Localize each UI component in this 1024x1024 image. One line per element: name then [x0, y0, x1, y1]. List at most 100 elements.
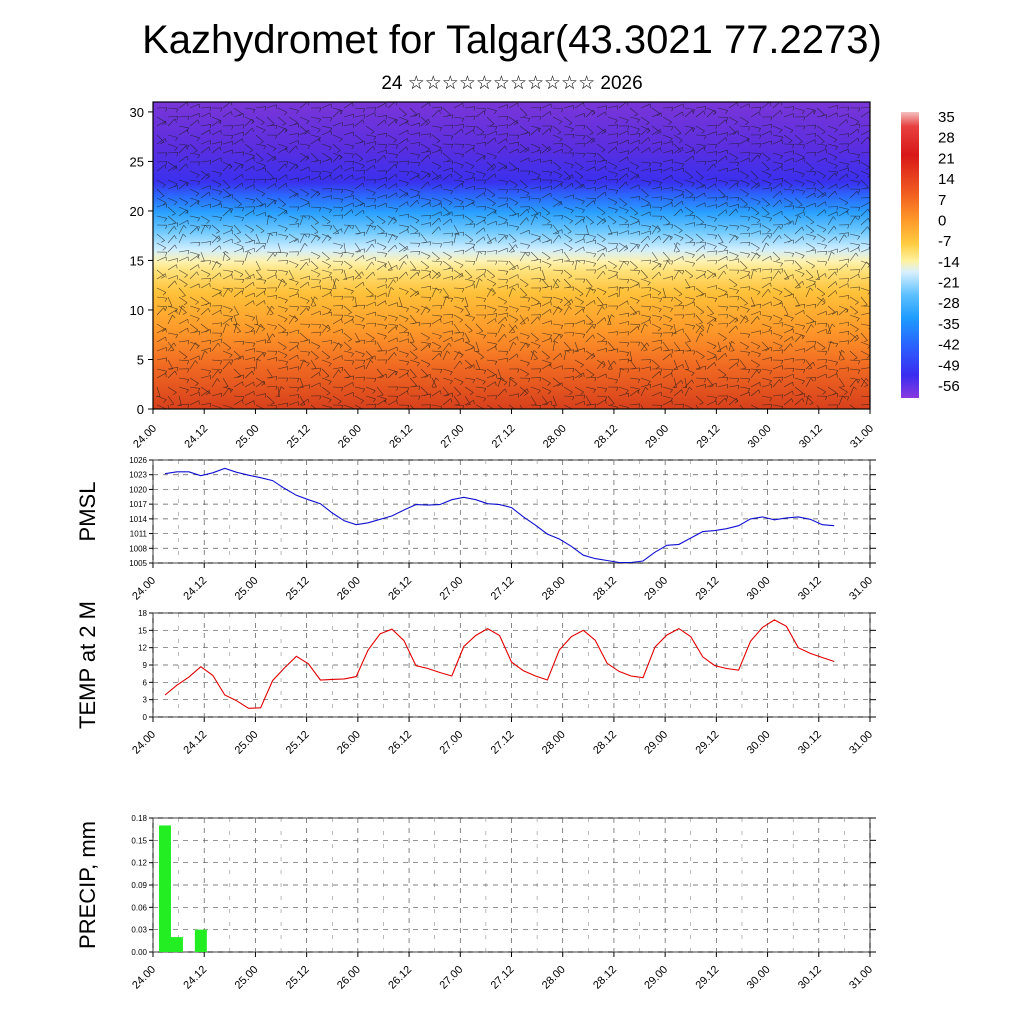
wind-barb — [717, 314, 728, 316]
wind-barb — [277, 331, 288, 334]
wind-barb-flag — [836, 206, 839, 211]
wind-barb — [695, 292, 706, 298]
wind-barb — [244, 269, 252, 279]
wind-barb-flag — [417, 270, 421, 275]
wind-barb — [442, 107, 451, 115]
wind-barb-flag — [633, 267, 638, 270]
wind-barb — [662, 314, 673, 320]
wind-barb — [211, 203, 222, 208]
wind-barb-flag — [451, 124, 454, 129]
wind-barb-flag — [439, 289, 443, 294]
wind-barb — [772, 349, 783, 352]
wind-barb-flag — [648, 226, 652, 231]
wind-barb — [409, 305, 420, 311]
wind-barb-flag — [825, 251, 828, 256]
wind-barb-flag — [369, 357, 374, 360]
wind-barb-flag — [759, 143, 762, 148]
wind-barb — [552, 278, 560, 288]
pmsl-x-tick-label: 29.00 — [642, 575, 670, 603]
wind-barb-flag — [613, 360, 617, 365]
wind-barb — [860, 161, 870, 168]
wind-barb-flag — [779, 129, 783, 133]
wind-barb-flag — [834, 271, 837, 276]
wind-barb — [409, 224, 419, 232]
wind-barb — [420, 116, 429, 124]
wind-barb — [827, 323, 832, 334]
wind-barb-flag — [814, 187, 817, 192]
wind-barb — [607, 141, 618, 145]
wind-barb-flag — [768, 289, 771, 293]
wind-barb — [409, 174, 419, 181]
wind-barb — [673, 305, 685, 307]
wind-barb — [222, 377, 229, 387]
wind-barb-flag — [462, 144, 465, 149]
wind-barb — [288, 354, 298, 361]
wind-barb — [651, 251, 658, 261]
wind-barb — [673, 270, 680, 280]
wind-barb — [398, 242, 408, 250]
wind-barb-flag — [747, 378, 751, 383]
wind-barb — [816, 134, 825, 142]
wind-barb — [398, 146, 407, 154]
wind-barb — [200, 339, 211, 343]
wind-barb — [838, 247, 849, 253]
wind-barb — [519, 388, 528, 397]
wind-barb — [475, 227, 484, 235]
wind-barb-flag — [275, 351, 278, 356]
wind-barb — [585, 233, 596, 238]
wind-barb-flag — [755, 185, 760, 189]
wind-barb-flag — [205, 392, 210, 396]
wind-barb — [244, 366, 255, 370]
wind-barb-flag — [560, 325, 564, 330]
wind-barb — [310, 372, 320, 379]
wind-barb-flag — [352, 161, 355, 166]
wind-barb — [761, 395, 772, 399]
wind-barb — [618, 261, 625, 271]
wind-barb — [475, 107, 486, 110]
wind-barb-flag — [847, 278, 850, 283]
wind-barb — [343, 287, 354, 292]
wind-barb-flag — [524, 393, 528, 396]
wind-barb-flag — [833, 216, 836, 220]
wind-barb — [706, 124, 717, 127]
wind-barb-flag — [429, 133, 432, 138]
wind-barb — [827, 281, 836, 289]
wind-barb — [662, 386, 673, 390]
wind-barb — [178, 145, 187, 154]
wind-barb-flag — [780, 183, 783, 188]
wind-barb — [178, 305, 187, 313]
wind-barb-flag — [756, 364, 760, 368]
wind-barb-flag — [275, 376, 278, 381]
wind-barb — [728, 224, 739, 227]
wind-barb — [431, 106, 442, 109]
wind-barb — [519, 229, 530, 235]
wind-barb-flag — [583, 184, 585, 189]
wind-barb — [508, 341, 514, 352]
wind-barb-flag — [363, 305, 366, 310]
wind-barb-flag — [781, 178, 784, 183]
wind-barb — [838, 183, 848, 190]
wind-barb-flag — [853, 386, 857, 390]
wind-barb — [156, 287, 167, 293]
wind-barb — [739, 269, 750, 273]
wind-barb — [354, 231, 365, 235]
wind-barb — [794, 377, 805, 382]
wind-barb-flag — [416, 174, 420, 178]
wind-barb — [255, 125, 266, 131]
wind-barb — [662, 125, 673, 128]
wind-barb — [574, 305, 585, 308]
wind-barb-flag — [437, 346, 442, 350]
wind-barb — [816, 107, 825, 115]
wind-barb — [552, 161, 562, 169]
wind-barb — [651, 225, 658, 235]
wind-barb — [486, 116, 495, 125]
wind-barb — [805, 359, 813, 369]
wind-barb-flag — [451, 267, 454, 272]
wind-barb — [277, 278, 287, 285]
wind-barb-flag — [623, 204, 627, 207]
wind-barb-flag — [813, 236, 816, 240]
wind-barb-flag — [462, 103, 464, 108]
wind-barb-flag — [613, 265, 617, 269]
wind-barb — [453, 377, 464, 383]
wind-barb-flag — [660, 216, 663, 220]
